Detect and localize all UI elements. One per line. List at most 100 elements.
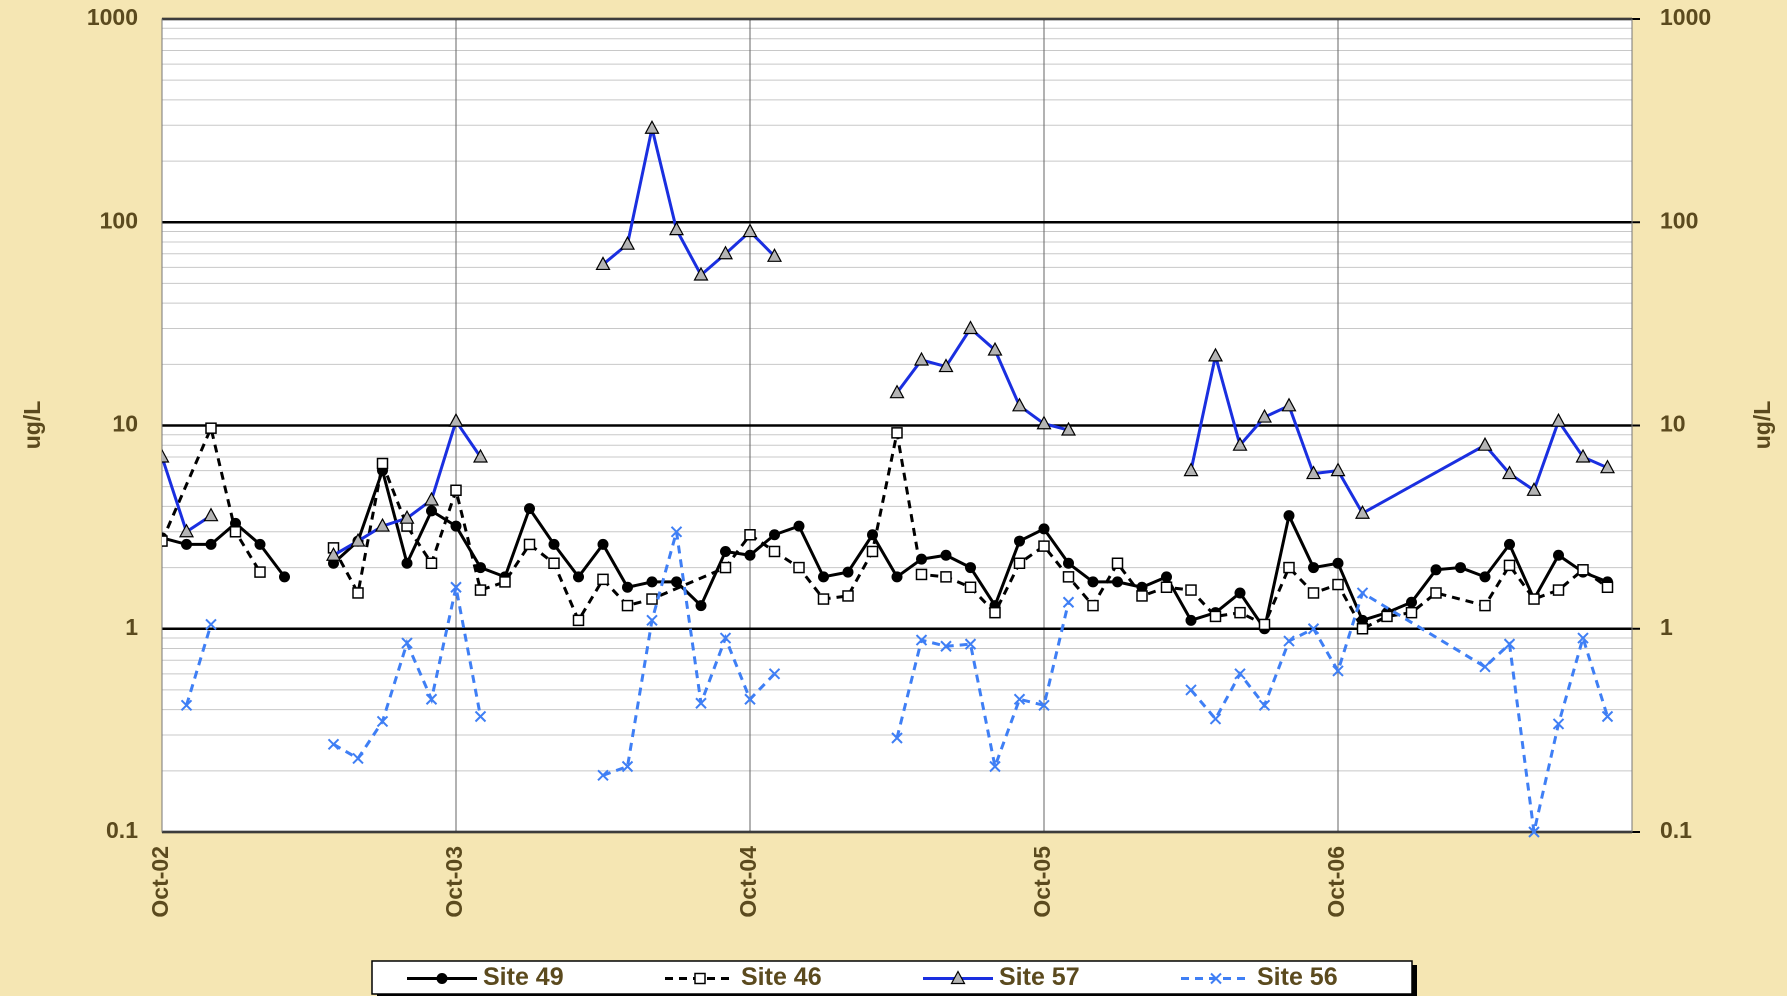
marker — [1430, 564, 1442, 576]
marker — [670, 526, 683, 538]
y-tick-label: 1 — [125, 614, 138, 640]
marker — [1161, 571, 1172, 583]
marker — [646, 593, 658, 605]
series-layer — [162, 120, 1616, 838]
marker — [1207, 347, 1224, 362]
legend-label: Site 56 — [1257, 963, 1338, 991]
legend-marker — [950, 970, 966, 985]
marker — [1305, 465, 1322, 480]
marker — [205, 618, 217, 631]
marker — [448, 412, 464, 427]
marker — [1185, 614, 1197, 626]
marker — [1552, 718, 1565, 730]
marker — [1504, 538, 1515, 550]
marker — [180, 699, 193, 712]
legend-marker — [694, 972, 706, 985]
marker — [1405, 606, 1418, 619]
x-tick-label: Oct-04 — [735, 846, 761, 918]
marker — [695, 697, 707, 709]
y2-axis-label: ug/L — [1749, 401, 1775, 450]
marker — [450, 484, 462, 497]
marker — [891, 427, 903, 439]
marker — [1526, 482, 1542, 496]
marker — [1479, 661, 1491, 673]
marker — [1601, 581, 1614, 594]
marker — [744, 529, 756, 541]
marker — [1601, 710, 1614, 723]
marker — [889, 384, 905, 399]
marker — [1087, 599, 1099, 612]
marker — [573, 571, 584, 583]
marker — [401, 637, 413, 649]
series-line — [185, 624, 213, 706]
marker — [1332, 665, 1344, 677]
marker — [597, 573, 609, 586]
marker — [1332, 557, 1344, 569]
marker — [1307, 587, 1320, 599]
marker — [1258, 618, 1271, 631]
marker — [474, 710, 487, 723]
marker — [1112, 576, 1123, 588]
legend-label: Site 46 — [741, 963, 822, 991]
marker — [1281, 397, 1297, 412]
marker — [693, 266, 709, 281]
y-tick-label: 100 — [100, 207, 138, 233]
marker — [474, 584, 487, 596]
marker — [989, 606, 1001, 619]
marker — [279, 571, 290, 583]
marker — [866, 545, 879, 558]
marker — [744, 549, 756, 561]
marker — [1209, 713, 1222, 725]
marker — [1283, 510, 1295, 522]
marker — [399, 509, 415, 524]
marker — [425, 693, 438, 705]
marker — [964, 581, 977, 594]
marker — [254, 566, 266, 578]
marker — [1455, 562, 1466, 574]
marker — [376, 715, 389, 728]
marker — [1234, 606, 1246, 619]
marker — [989, 760, 1001, 773]
marker — [768, 545, 781, 558]
marker — [162, 535, 168, 547]
marker — [938, 358, 954, 373]
x-tick-label: Oct-03 — [441, 846, 467, 918]
marker — [913, 351, 930, 366]
marker — [1283, 635, 1295, 647]
marker — [181, 538, 192, 550]
marker — [523, 538, 536, 551]
marker — [376, 457, 389, 470]
marker — [178, 523, 195, 538]
marker — [1258, 699, 1271, 712]
marker — [254, 538, 266, 550]
marker — [964, 638, 977, 650]
marker — [1209, 610, 1222, 623]
marker — [1553, 549, 1564, 561]
marker — [940, 549, 952, 561]
marker — [1479, 599, 1491, 612]
marker — [1479, 571, 1491, 583]
marker — [1406, 596, 1417, 608]
marker — [1477, 436, 1493, 451]
legend-label: Site 49 — [483, 963, 564, 991]
marker — [1256, 408, 1273, 423]
y2-tick-label: 10 — [1660, 411, 1686, 437]
marker — [915, 568, 928, 581]
marker — [1356, 587, 1369, 599]
marker — [1087, 576, 1099, 588]
marker — [1503, 559, 1516, 572]
marker — [426, 505, 437, 517]
legend-marker — [1210, 972, 1222, 985]
marker — [1060, 421, 1077, 436]
marker — [350, 532, 366, 547]
y2-tick-label: 100 — [1660, 207, 1698, 233]
marker — [524, 503, 535, 515]
y-tick-label: 10 — [112, 411, 138, 437]
marker — [162, 448, 170, 463]
marker — [646, 614, 658, 627]
marker — [1332, 578, 1344, 591]
marker — [1183, 462, 1199, 477]
marker — [940, 571, 952, 583]
